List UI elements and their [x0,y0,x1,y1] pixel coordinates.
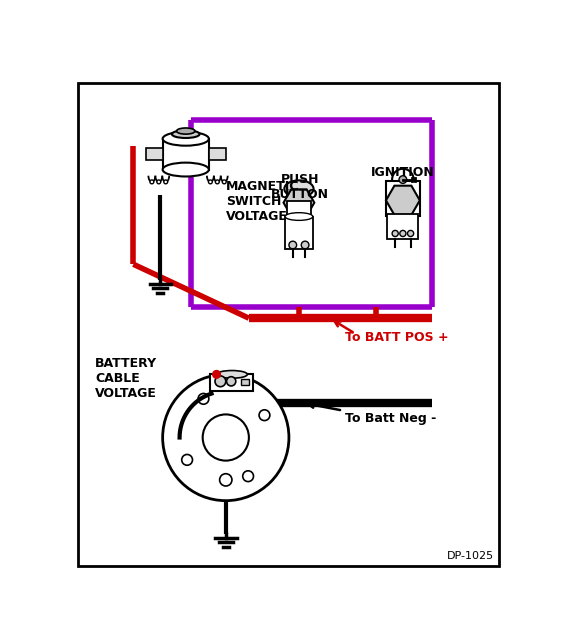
Circle shape [164,180,168,184]
Circle shape [392,230,398,237]
Circle shape [301,241,309,249]
Text: BATTERY
CABLE
VOLTAGE: BATTERY CABLE VOLTAGE [95,357,157,400]
Circle shape [289,241,297,249]
Text: DP-1025: DP-1025 [446,550,494,561]
Circle shape [208,180,212,184]
Ellipse shape [172,131,200,138]
Text: PUSH
BUTTON: PUSH BUTTON [271,174,329,201]
Circle shape [392,169,414,190]
Bar [146,148,163,160]
Circle shape [408,230,414,237]
Circle shape [198,394,209,404]
Circle shape [400,230,406,237]
Circle shape [243,471,253,482]
Bar [285,217,313,249]
Circle shape [222,180,226,184]
Bar [287,201,311,218]
Ellipse shape [285,213,313,221]
Text: IGNITION: IGNITION [371,166,435,179]
Circle shape [163,374,289,501]
Circle shape [259,410,270,421]
Bar [209,148,226,160]
Ellipse shape [163,163,209,176]
Bar [387,214,418,239]
Text: To BATT POS +: To BATT POS + [345,331,449,344]
Circle shape [216,180,219,184]
Circle shape [215,376,226,386]
Ellipse shape [163,132,209,146]
Text: To Batt Neg -: To Batt Neg - [345,412,436,425]
Bar [163,139,209,170]
Circle shape [203,415,249,460]
Ellipse shape [284,180,314,197]
Ellipse shape [217,370,247,378]
Circle shape [220,474,232,486]
Bar [211,374,253,392]
Ellipse shape [177,128,195,134]
Bar [386,181,420,216]
Bar [241,379,249,385]
Circle shape [157,180,160,184]
Text: MAGNETIC
SWITCH
VOLTAGE: MAGNETIC SWITCH VOLTAGE [226,179,299,222]
Circle shape [150,180,154,184]
Circle shape [213,370,220,378]
Circle shape [182,455,193,466]
Circle shape [399,176,406,183]
Circle shape [226,377,236,386]
